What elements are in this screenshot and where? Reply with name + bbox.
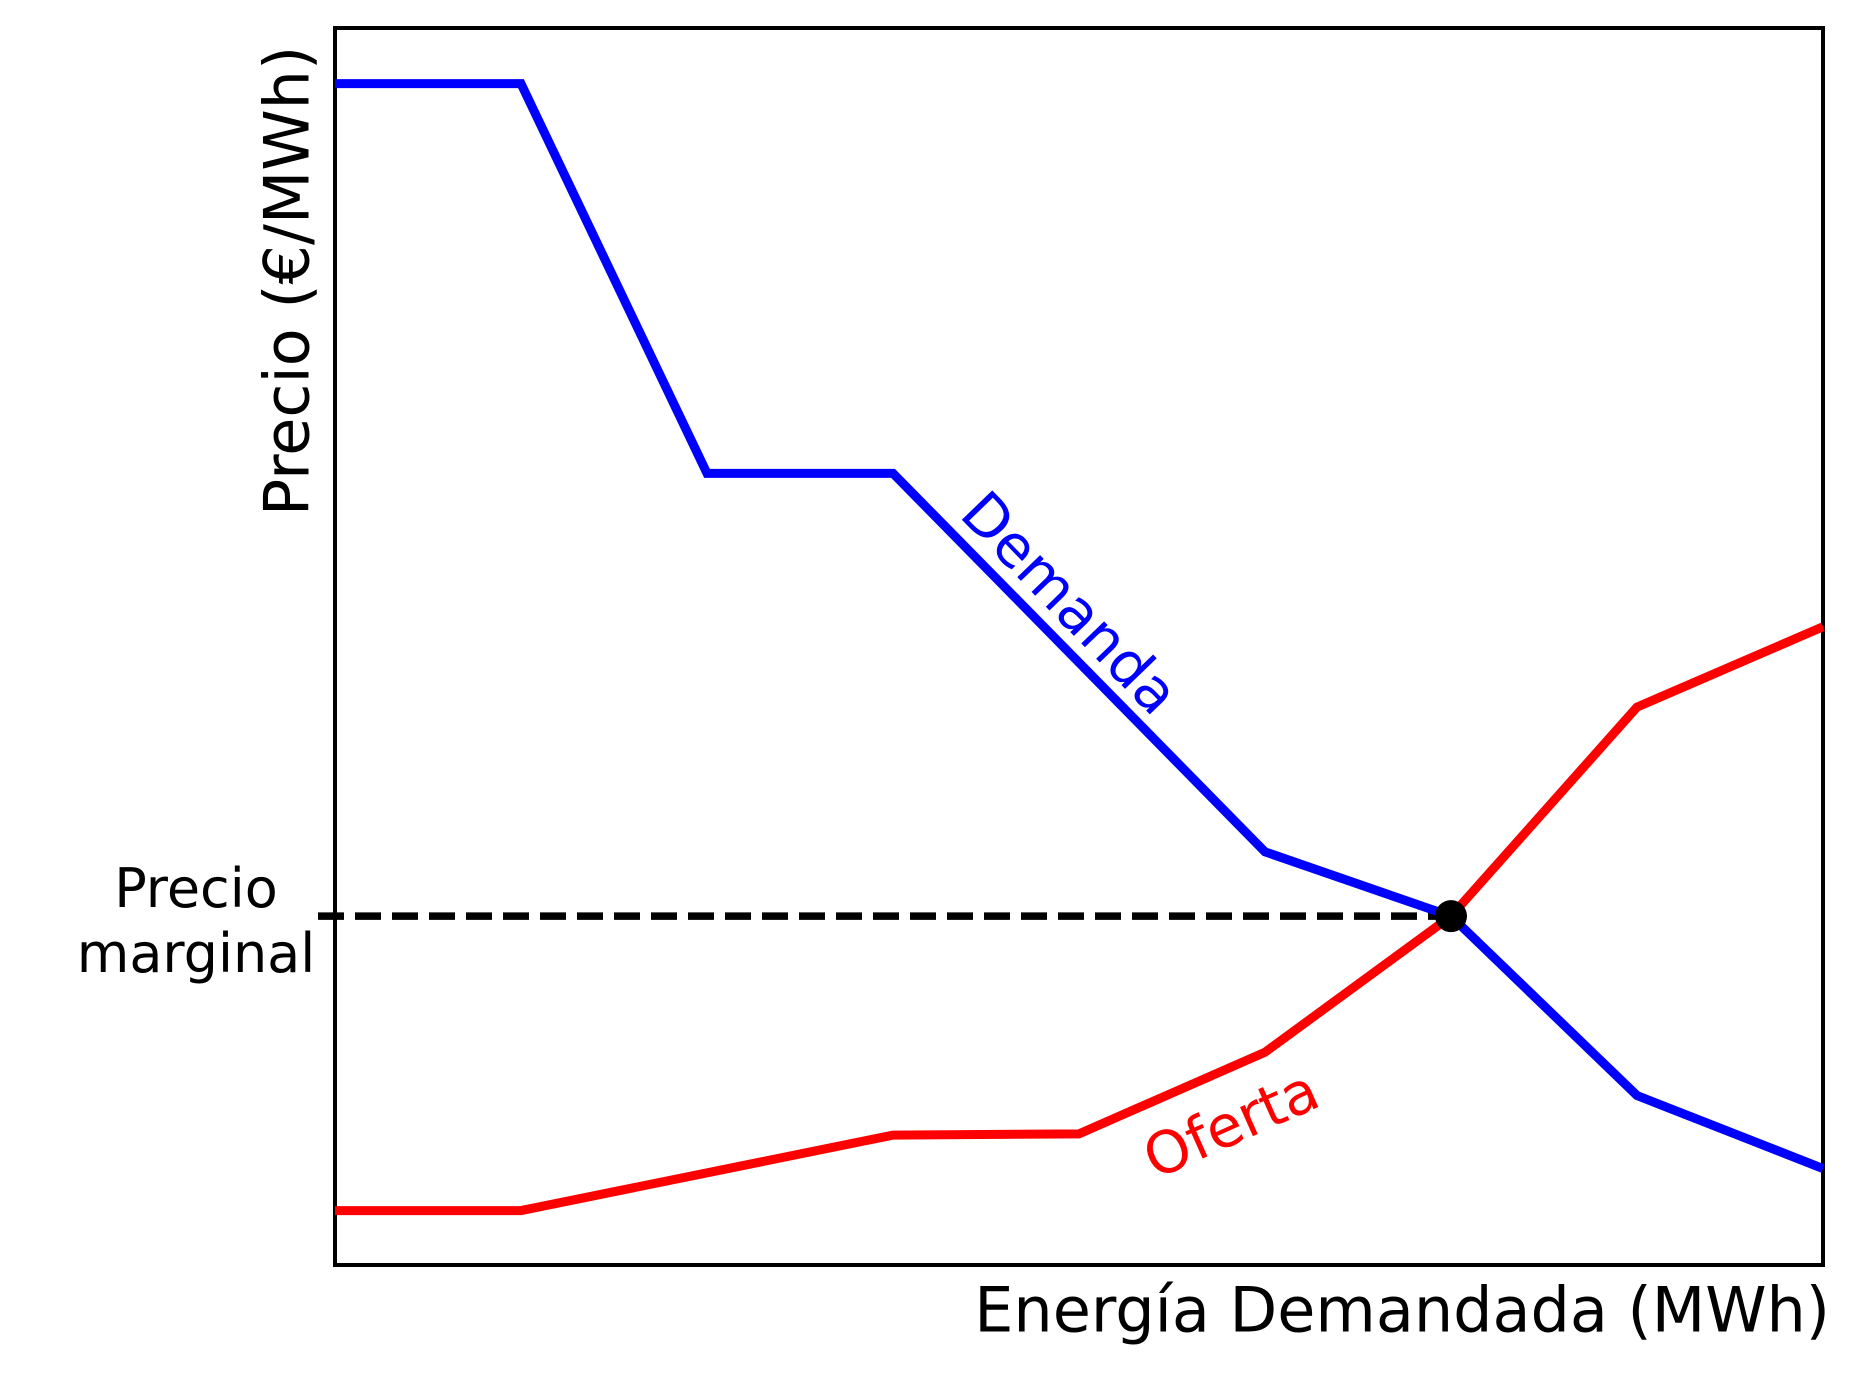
marginal-price-label-line2: marginal [76, 922, 316, 985]
plot-border [333, 26, 1825, 1267]
supply-curve [335, 622, 1825, 1216]
equilibrium-dot [1435, 900, 1467, 933]
marginal-price-label-line1: Precio [114, 857, 278, 921]
marginal-price-label: Precio marginal [77, 857, 316, 987]
y-axis-label: Precio (€/MWh) [250, 45, 324, 517]
demand-curve [335, 79, 1825, 1173]
x-axis-label: Energía Demandada (MWh) [974, 1273, 1830, 1347]
